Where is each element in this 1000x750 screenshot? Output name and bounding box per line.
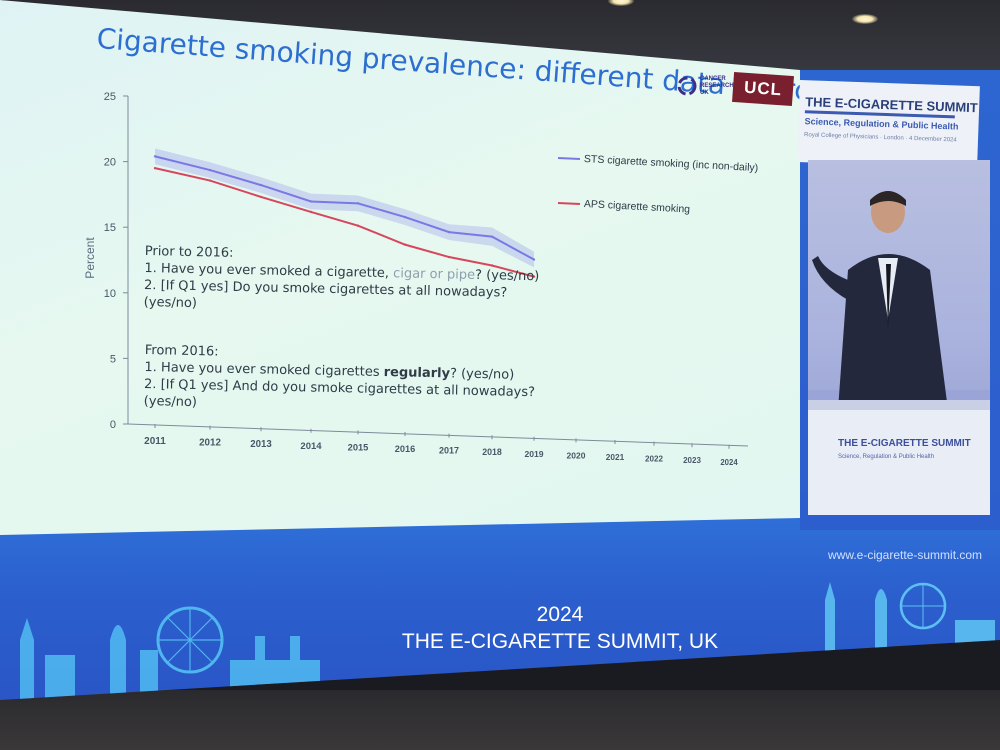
x-tick-label: 2012	[199, 438, 221, 449]
ceiling-light	[608, 0, 634, 6]
speaker-figure: THE E-CIGARETTE SUMMIT Science, Regulati…	[808, 191, 990, 515]
projection-screen: Cigarette smoking prevalence: different …	[0, 0, 1000, 700]
question-text-muted: cigar or pipe	[392, 266, 476, 283]
cruk-mark-icon	[677, 76, 697, 96]
sts-point	[403, 215, 407, 219]
podium-subtitle: Science, Regulation & Public Health	[838, 454, 934, 460]
x-tick-label: 2015	[348, 442, 369, 452]
y-tick-label: 15	[104, 222, 116, 234]
sts-point	[447, 230, 451, 234]
question-block-prior-2016: Prior to 2016: 1. Have you ever smoked a…	[144, 243, 540, 319]
summit-venue: Royal College of Physicians · London · 4…	[803, 132, 957, 144]
london-skyline-left-icon	[20, 606, 320, 700]
ceiling-light	[852, 14, 878, 24]
question-text: ? (yes/no)	[474, 267, 540, 285]
aps-point	[356, 224, 360, 227]
legend-swatch	[557, 157, 581, 160]
x-tick-label: 2013	[250, 439, 272, 450]
aps-point	[208, 179, 212, 182]
sts-confidence-band	[155, 148, 534, 268]
y-tick-label: 20	[104, 157, 116, 169]
question-text: ? (yes/no)	[449, 366, 515, 383]
y-tick-label: 5	[110, 353, 116, 365]
x-tick-label: 2014	[300, 441, 322, 452]
cancer-research-uk-logo: CANCER RESEARCH UK	[676, 72, 734, 102]
question-text-bold: regularly	[383, 365, 451, 382]
aps-point	[259, 195, 263, 199]
aps-point	[403, 243, 407, 246]
event-year: 2024	[536, 603, 584, 626]
y-axis-title: Percent	[83, 237, 97, 279]
sts-point	[309, 200, 313, 203]
legend-label: STS cigarette smoking (inc non-daily)	[584, 153, 759, 174]
sts-point	[153, 155, 157, 158]
x-tick-label: 2021	[606, 452, 625, 462]
legend-swatch	[557, 202, 581, 205]
room-floor	[0, 690, 1000, 750]
chart-plot-area: 0 5 10 15 20 25 2011 2012 2013 2014 2015 2016 2017 20…	[83, 91, 759, 467]
website-url: www.e-cigarette-summit.com	[828, 548, 983, 562]
sts-point	[259, 183, 263, 187]
x-tick-label: 2024	[720, 458, 738, 467]
x-tick-label: 2017	[439, 446, 459, 456]
summit-header-card: THE E-CIGARETTE SUMMIT Science, Regulati…	[797, 80, 980, 169]
y-tick-label: 25	[104, 91, 116, 103]
x-tick-label: 2023	[683, 456, 701, 465]
event-name: THE E-CIGARETTE SUMMIT, UK	[401, 630, 719, 653]
aps-point	[153, 166, 157, 170]
x-tick-label: 2019	[524, 449, 543, 459]
x-tick-label: 2011	[144, 436, 166, 447]
sts-point	[490, 235, 494, 238]
sts-point	[208, 168, 212, 172]
x-tick-label: 2016	[395, 444, 415, 454]
london-skyline-right-icon	[825, 582, 995, 660]
x-tick-label: 2020	[567, 450, 586, 460]
sts-point	[532, 258, 536, 261]
sts-point	[356, 202, 360, 205]
cruk-logo-text: CANCER RESEARCH UK	[700, 76, 734, 96]
chart: 0 5 10 15 20 25 2011 2012 2013 2014 2015 2016 2017 20…	[83, 91, 759, 467]
aps-point	[532, 275, 536, 278]
presentation-slide	[0, 0, 800, 535]
summit-subtitle: Science, Regulation & Public Health	[804, 116, 959, 132]
aps-point	[490, 264, 494, 267]
aps-point	[447, 255, 451, 259]
aps-point	[309, 210, 313, 214]
x-tick-label: 2018	[482, 447, 502, 457]
x-tick-label: 2022	[645, 455, 664, 464]
speaker-video-feed: THE E-CIGARETTE SUMMIT Science, Regulati…	[808, 160, 990, 515]
x-axis-line	[127, 423, 749, 447]
y-tick-label: 0	[110, 419, 116, 431]
podium-title: THE E-CIGARETTE SUMMIT	[838, 438, 971, 449]
y-tick-label: 10	[104, 288, 116, 300]
legend-label: APS cigarette smoking	[584, 198, 691, 216]
question-block-from-2016: From 2016: 1. Have you ever smoked cigar…	[144, 342, 536, 418]
